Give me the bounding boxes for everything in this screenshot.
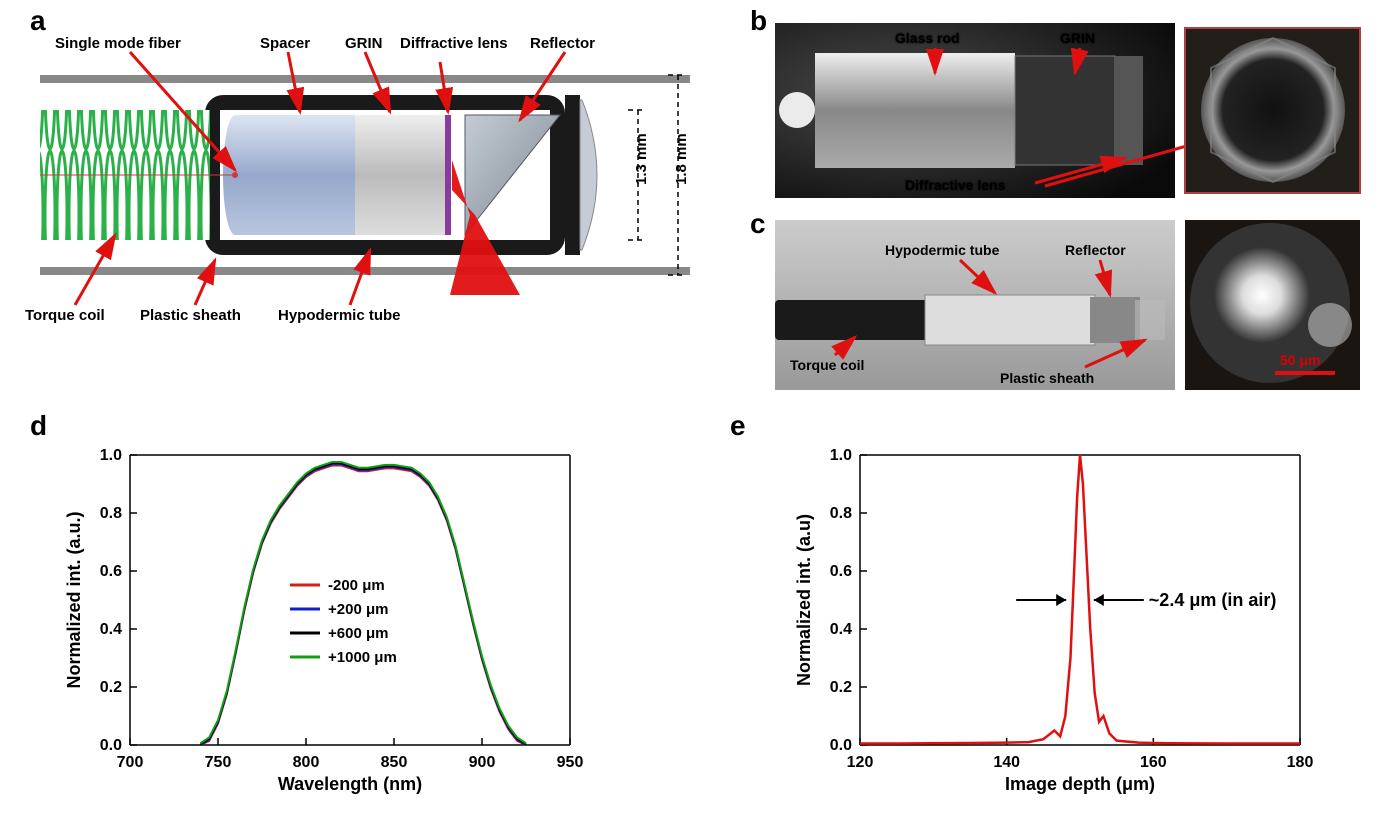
label-diff-lens-1: Diffractive lens	[400, 35, 508, 52]
svg-text:800: 800	[293, 754, 320, 771]
panel-a-diagram: Single mode fiber Spacer GRIN Diffractiv…	[20, 20, 720, 360]
svg-text:Diffractive lens: Diffractive lens	[400, 35, 508, 52]
output-lens	[580, 100, 597, 250]
svg-text:0.0: 0.0	[830, 737, 852, 754]
svg-text:900: 900	[469, 754, 496, 771]
panel-d-chart: 700 750 800 850 900 950 0.0 0.2 0.4 0.6 0.8 1.0 -2…	[60, 440, 620, 800]
sheath-top	[40, 75, 690, 83]
svg-text:+200 μm: +200 μm	[328, 601, 388, 618]
panel-b-micrograph: Glass rod GRIN Diffractive lens	[775, 18, 1375, 203]
svg-text:850: 850	[381, 754, 408, 771]
dim-inner: 1.3 mm	[633, 133, 650, 185]
grin-photo	[1015, 56, 1115, 165]
panel-label-b: b	[750, 5, 767, 37]
scale-bar-c: 50 μm	[1280, 352, 1320, 368]
svg-text:0.6: 0.6	[100, 563, 122, 580]
svg-text:0.4: 0.4	[830, 621, 852, 638]
dim-outer: 1.8 mm	[673, 133, 690, 185]
svg-text:+600 μm: +600 μm	[328, 625, 388, 642]
svg-text:0.8: 0.8	[100, 505, 122, 522]
label-smf: Single mode fiber	[55, 35, 181, 52]
label-glass-rod-b: Glass rod	[895, 30, 960, 46]
label-reflector-c: Reflector	[1065, 242, 1126, 258]
label-torque-coil: Torque coil	[25, 307, 105, 324]
svg-text:0.2: 0.2	[100, 679, 122, 696]
label-grin: GRIN	[345, 35, 383, 52]
label-spacer: Spacer	[260, 35, 310, 52]
spacer-shape	[223, 115, 355, 235]
d-xlabel: Wavelength (nm)	[278, 774, 422, 794]
label-diff-lens-b: Diffractive lens	[905, 177, 1006, 193]
label-plastic-sheath: Plastic sheath	[140, 307, 241, 324]
e-xlabel: Image depth (μm)	[1005, 774, 1155, 794]
svg-text:1.0: 1.0	[830, 447, 852, 464]
svg-text:0.6: 0.6	[830, 563, 852, 580]
panel-c-micrograph: Hypodermic tube Reflector Torque coil Pl…	[775, 215, 1375, 395]
panel-e-chart: 120 140 160 180 0.0 0.2 0.4 0.6 0.8 1.0 ~2.4 μm …	[790, 440, 1350, 800]
svg-text:180: 180	[1287, 754, 1314, 771]
svg-text:160: 160	[1140, 754, 1167, 771]
svg-text:950: 950	[557, 754, 584, 771]
label-hypo-c: Hypodermic tube	[885, 242, 1000, 258]
label-reflector: Reflector	[530, 35, 595, 52]
diffractive-lens-shape	[445, 115, 451, 235]
svg-text:0.4: 0.4	[100, 621, 122, 638]
svg-text:1.0: 1.0	[100, 447, 122, 464]
label-sheath-c: Plastic sheath	[1000, 370, 1094, 386]
label-torque-c: Torque coil	[790, 357, 864, 373]
panel-label-d: d	[30, 410, 47, 442]
svg-text:+1000 μm: +1000 μm	[328, 649, 397, 666]
endcap1	[565, 95, 580, 255]
d-ylabel: Normalized int. (a.u.)	[64, 511, 84, 688]
label-hypo-tube: Hypodermic tube	[278, 307, 401, 324]
sheath-bot	[40, 267, 690, 275]
svg-text:0.2: 0.2	[830, 679, 852, 696]
svg-text:0.8: 0.8	[830, 505, 852, 522]
diff-lens-photo	[1115, 56, 1143, 165]
label-grin-b: GRIN	[1060, 30, 1095, 46]
svg-text:750: 750	[205, 754, 232, 771]
e-fwhm-label: ~2.4 μm (in air)	[1149, 590, 1277, 610]
svg-text:-200 μm: -200 μm	[328, 577, 385, 594]
panel-label-c: c	[750, 208, 766, 240]
glass-rod-photo	[815, 53, 1015, 168]
svg-text:700: 700	[117, 754, 144, 771]
grin-shape	[355, 115, 445, 235]
e-ylabel: Normalized int. (a.u)	[794, 514, 814, 686]
svg-text:120: 120	[847, 754, 874, 771]
svg-text:0.0: 0.0	[100, 737, 122, 754]
panel-label-e: e	[730, 410, 746, 442]
svg-text:140: 140	[993, 754, 1020, 771]
